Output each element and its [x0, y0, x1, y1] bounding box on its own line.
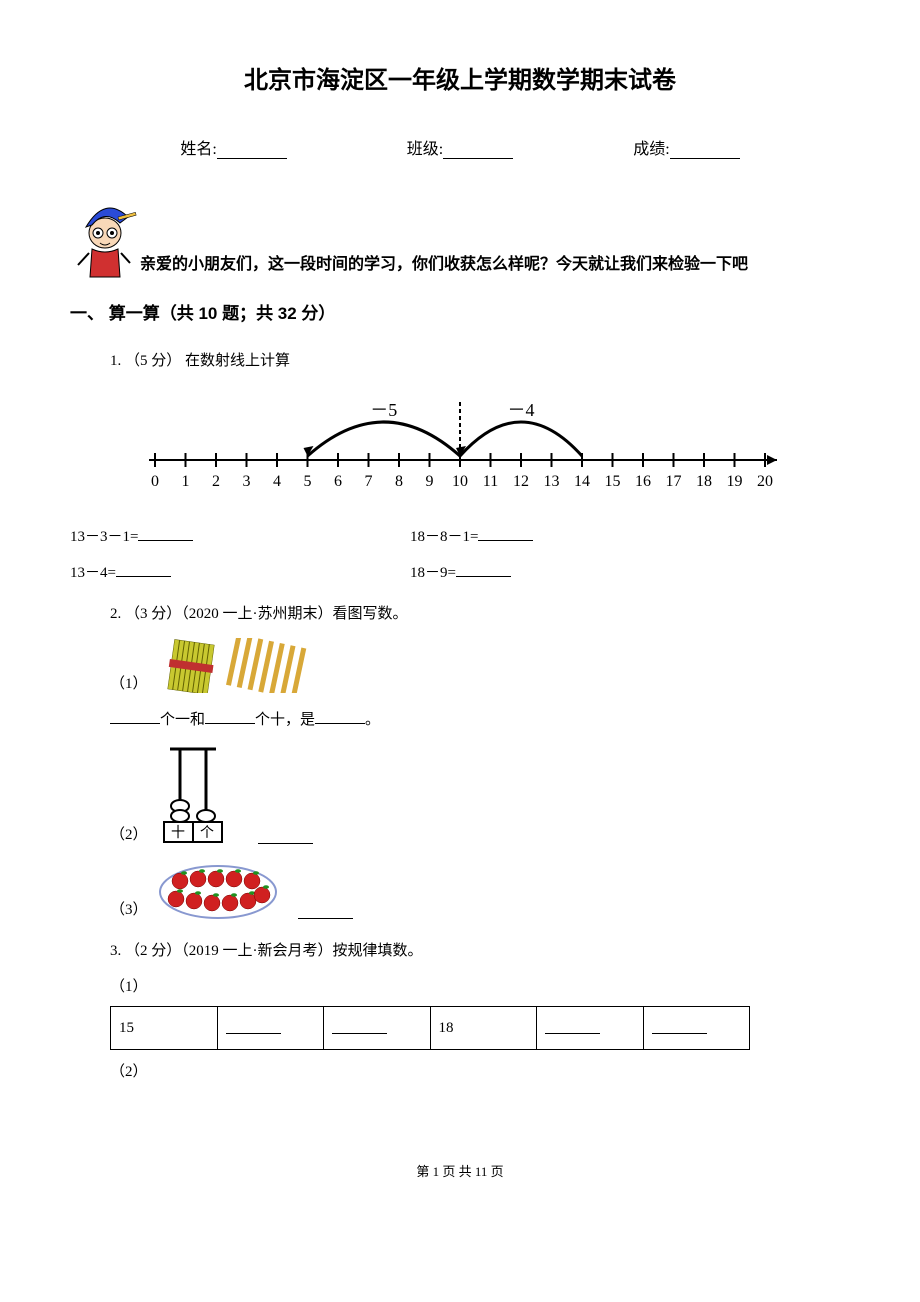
svg-text:20: 20	[757, 473, 773, 490]
eq-2a-text: 13－4=	[70, 565, 116, 581]
eq-2b: 18－9=	[410, 561, 511, 582]
intro-text: 亲爱的小朋友们，这一段时间的学习，你们收获怎么样呢？今天就让我们来检验一下吧	[140, 250, 748, 279]
q2-sub2-label: （2）	[110, 823, 148, 844]
svg-text:1: 1	[182, 473, 190, 490]
class-label: 班级:	[407, 141, 443, 158]
svg-text:11: 11	[483, 473, 498, 490]
eq-2b-blank[interactable]	[456, 561, 511, 577]
q2-sub2: （2） 十 个	[110, 744, 850, 844]
q2-sub3-blank[interactable]	[298, 903, 353, 919]
table-cell-blank[interactable]	[226, 1018, 281, 1034]
table-cell-blank[interactable]	[545, 1018, 600, 1034]
eq-1b-blank[interactable]	[478, 525, 533, 541]
q1-stem: 1. （5 分） 在数射线上计算	[110, 349, 850, 370]
eq-row-2: 13－4= 18－9=	[70, 561, 850, 582]
eq-1b: 18－8－1=	[410, 525, 533, 546]
table-row: 1518	[111, 1007, 750, 1050]
eq-2b-text: 18－9=	[410, 565, 456, 581]
svg-text:2: 2	[212, 473, 220, 490]
svg-text:15: 15	[605, 473, 621, 490]
class-blank[interactable]	[443, 142, 513, 159]
name-label: 姓名:	[180, 141, 216, 158]
q2-sub2-blank[interactable]	[258, 828, 313, 844]
svg-text:9: 9	[426, 473, 434, 490]
number-line: 01234567891011121314151617181920－5－4	[70, 390, 850, 505]
q2-blank-1[interactable]	[110, 708, 160, 724]
svg-text:3: 3	[243, 473, 251, 490]
svg-text:17: 17	[666, 473, 682, 490]
svg-text:19: 19	[727, 473, 743, 490]
table-cell: 18	[430, 1007, 537, 1050]
svg-text:8: 8	[395, 473, 403, 490]
q3-pattern-table: 1518	[110, 1006, 750, 1050]
intro-row: 亲爱的小朋友们，这一段时间的学习，你们收获怎么样呢？今天就让我们来检验一下吧	[70, 199, 850, 279]
header-row: 姓名: 班级: 成绩:	[70, 135, 850, 159]
q2-p1: 个一和	[160, 712, 205, 728]
q2-p3: 。	[365, 712, 380, 728]
table-cell-blank[interactable]	[332, 1018, 387, 1034]
q2-sub3-label: （3）	[110, 898, 148, 919]
svg-text:－4: －4	[508, 400, 535, 420]
eq-1a-text: 13－3－1=	[70, 529, 138, 545]
svg-text:18: 18	[696, 473, 712, 490]
number-line-svg: 01234567891011121314151617181920－5－4	[135, 390, 785, 500]
table-cell	[537, 1007, 644, 1050]
score-blank[interactable]	[670, 142, 740, 159]
class-field: 班级:	[407, 135, 513, 159]
svg-text:4: 4	[273, 473, 281, 490]
eq-1a: 13－3－1=	[70, 525, 410, 546]
document-title: 北京市海淀区一年级上学期数学期末试卷	[70, 60, 850, 95]
apples-icon	[158, 859, 278, 919]
svg-text:12: 12	[513, 473, 529, 490]
table-cell	[217, 1007, 324, 1050]
svg-text:0: 0	[151, 473, 159, 490]
eq-1a-blank[interactable]	[138, 525, 193, 541]
table-cell	[643, 1007, 750, 1050]
table-cell-blank[interactable]	[652, 1018, 707, 1034]
q2-sub3: （3）	[110, 859, 850, 919]
svg-text:6: 6	[334, 473, 342, 490]
eq-2a-blank[interactable]	[116, 561, 171, 577]
eq-1b-text: 18－8－1=	[410, 529, 478, 545]
section-1-header: 一、 算一算（共 10 题；共 32 分）	[70, 299, 850, 324]
q2-sub1-label: （1）	[110, 672, 148, 693]
score-field: 成绩:	[633, 135, 739, 159]
q3-sub2-label: （2）	[110, 1060, 850, 1081]
eq-2a: 13－4=	[70, 561, 410, 582]
svg-text:16: 16	[635, 473, 651, 490]
page-footer: 第 1 页 共 11 页	[70, 1161, 850, 1180]
svg-text:5: 5	[304, 473, 312, 490]
q2-stem: 2. （3 分）（2020 一上·苏州期末）看图写数。	[110, 602, 850, 623]
svg-text:－5: －5	[370, 400, 397, 420]
abacus-icon: 十 个	[158, 744, 238, 844]
svg-text:13: 13	[544, 473, 560, 490]
name-blank[interactable]	[217, 142, 287, 159]
q2-blank-2[interactable]	[205, 708, 255, 724]
counting-sticks-icon	[158, 638, 308, 693]
eq-row-1: 13－3－1= 18－8－1=	[70, 525, 850, 546]
svg-text:10: 10	[452, 473, 468, 490]
q3-stem: 3. （2 分）（2019 一上·新会月考）按规律填数。	[110, 939, 850, 960]
score-label: 成绩:	[633, 141, 669, 158]
q2-sub1-sentence: 个一和 个十，是 。	[110, 708, 850, 729]
svg-text:7: 7	[365, 473, 373, 490]
name-field: 姓名:	[180, 135, 286, 159]
q2-sub1: （1）	[110, 638, 850, 693]
q2-p2: 个十，是	[255, 712, 315, 728]
table-cell	[324, 1007, 431, 1050]
q3-sub1-label: （1）	[110, 975, 850, 996]
page: 北京市海淀区一年级上学期数学期末试卷 姓名: 班级: 成绩: 亲爱的小朋友们，这…	[0, 0, 920, 1220]
svg-text:个: 个	[200, 825, 214, 841]
svg-text:十: 十	[171, 825, 185, 841]
mascot-icon	[70, 199, 140, 279]
q2-blank-3[interactable]	[315, 708, 365, 724]
svg-text:14: 14	[574, 473, 590, 490]
table-cell: 15	[111, 1007, 218, 1050]
